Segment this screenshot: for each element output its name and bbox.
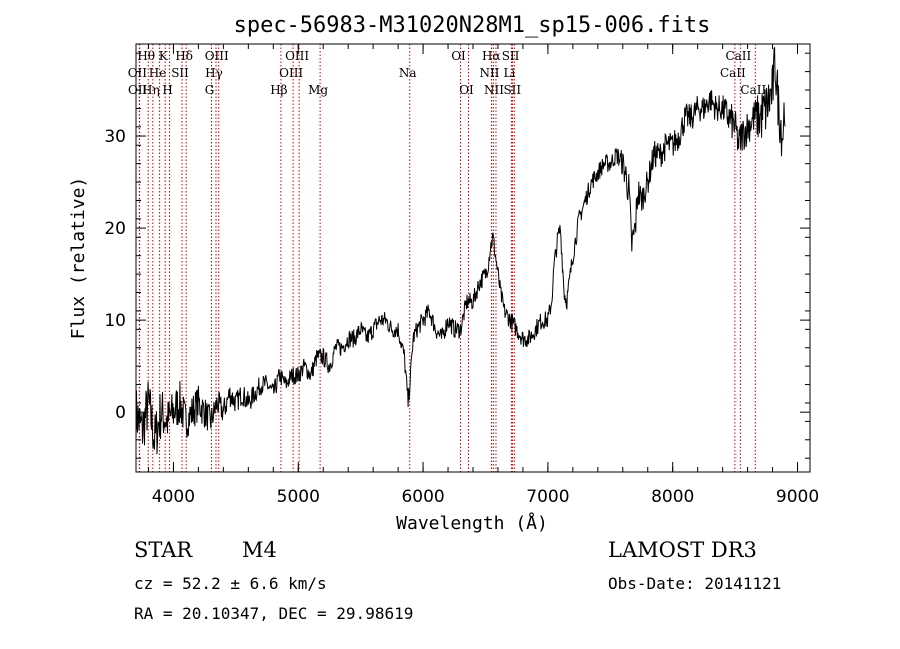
line-label-13: OIII: [285, 49, 309, 63]
x-tick-label-4: 8000: [651, 487, 694, 507]
line-label-14: OIII: [279, 66, 303, 80]
x-tick-label-2: 6000: [401, 487, 444, 507]
line-label-6: SII: [171, 66, 189, 80]
y-tick-label-0: 0: [115, 403, 126, 423]
survey-name: LAMOST DR3: [608, 538, 757, 562]
line-label-22: SII: [502, 49, 520, 63]
line-label-10: Hγ: [205, 66, 223, 80]
object-class: STAR: [134, 538, 193, 562]
line-label-12: Hβ: [270, 83, 287, 97]
line-label-18: OI: [459, 83, 474, 97]
line-label-7: H: [162, 83, 172, 97]
line-label-25: CaII: [725, 49, 751, 63]
line-label-19: Hα: [482, 49, 501, 63]
ra-dec: RA = 20.10347, DEC = 29.98619: [134, 604, 414, 623]
y-tick-label-2: 20: [104, 219, 126, 239]
line-label-3: K: [159, 49, 169, 63]
observation-date: Obs-Date: 20141121: [608, 574, 782, 593]
line-label-5: Hη: [142, 83, 160, 97]
line-label-16: Na: [399, 66, 417, 80]
line-label-21: NII: [484, 83, 504, 97]
x-tick-label-0: 4000: [152, 487, 195, 507]
chart-title: spec-56983-M31020N28M1_sp15-006.fits: [234, 13, 711, 38]
y-tick-label-3: 30: [104, 127, 126, 147]
line-label-23: Li: [504, 66, 516, 80]
line-label-4: He: [149, 66, 167, 80]
x-tick-label-5: 9000: [776, 487, 819, 507]
x-axis-ticks: 4000 5000 6000 7000 8000 9000: [147, 44, 819, 507]
line-label-24: SII: [503, 83, 521, 97]
object-subclass: M4: [242, 538, 277, 562]
line-label-1: OII: [128, 66, 148, 80]
line-label-9: OIII: [205, 49, 229, 63]
line-label-27: CaII: [740, 83, 766, 97]
x-axis-label: Wavelength (Å): [396, 512, 548, 534]
spectrum-line: [135, 46, 786, 455]
line-label-8: Hδ: [175, 49, 193, 63]
line-label-15: Mg: [308, 83, 328, 97]
y-axis-label: Flux (relative): [68, 177, 89, 340]
line-label-11: G: [205, 83, 215, 97]
x-tick-label-1: 5000: [277, 487, 320, 507]
y-axis-ticks: 0 10 20 30: [104, 52, 810, 459]
redshift-cz: cz = 52.2 ± 6.6 km/s: [134, 574, 327, 593]
emission-line-markers: [138, 44, 756, 472]
x-tick-label-3: 7000: [526, 487, 569, 507]
line-label-20: NII: [479, 66, 499, 80]
y-tick-label-1: 10: [104, 311, 126, 331]
line-label-0: Hθ: [137, 49, 155, 63]
line-label-26: CaII: [720, 66, 746, 80]
line-label-17: OI: [451, 49, 466, 63]
